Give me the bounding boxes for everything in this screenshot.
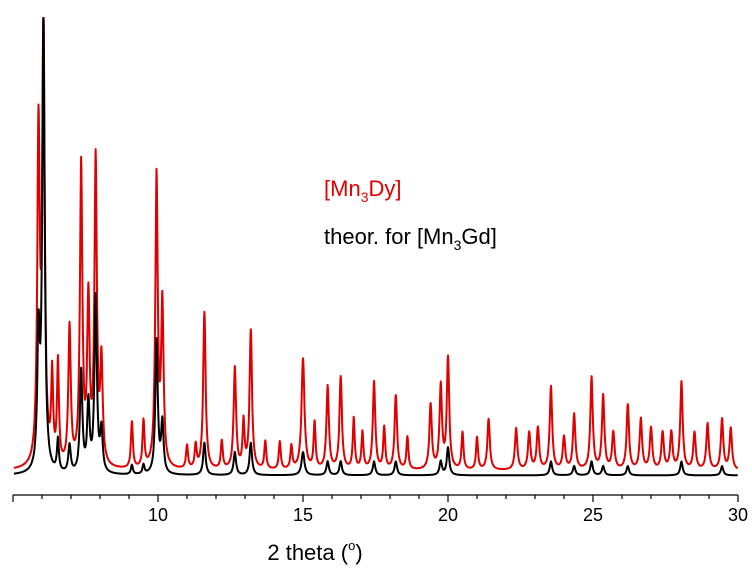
plot-area bbox=[13, 17, 739, 477]
series-line-mn3gd-theoretical bbox=[13, 17, 739, 477]
legend-series-mn3dy: [Mn3Dy] bbox=[324, 176, 401, 205]
series-line-mn3dy bbox=[13, 17, 739, 470]
x-tick-label: 10 bbox=[148, 505, 168, 525]
x-tick-label: 25 bbox=[583, 505, 603, 525]
x-axis-title: 2 theta (o) bbox=[267, 538, 362, 565]
x-tick-label: 20 bbox=[438, 505, 458, 525]
x-tick-label: 15 bbox=[293, 505, 313, 525]
x-axis-ticks: 10 15 20 25 30 bbox=[12, 495, 748, 525]
legend-series-mn3gd: theor. for [Mn3Gd] bbox=[324, 224, 497, 253]
x-tick-label: 30 bbox=[728, 505, 748, 525]
